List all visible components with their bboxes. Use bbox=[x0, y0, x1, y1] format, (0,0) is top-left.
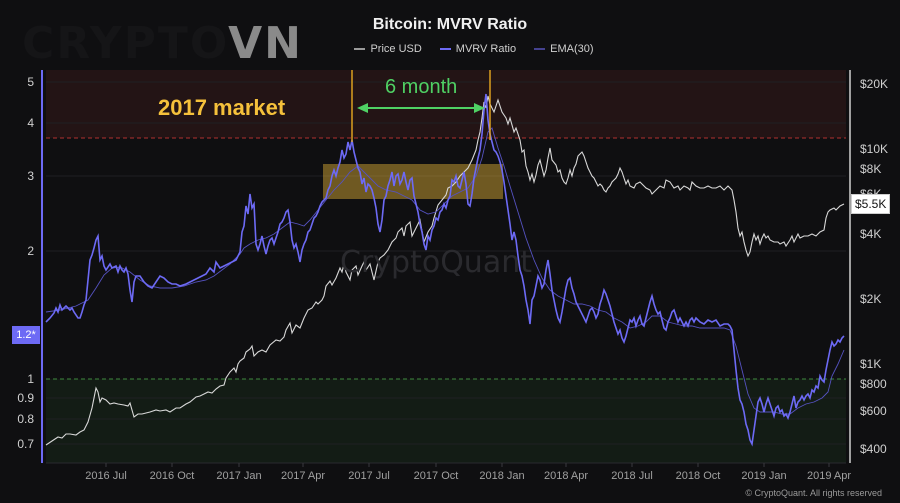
brand-watermark: CRYPTOVN bbox=[22, 18, 303, 69]
x-tick-label: 2019 Apr bbox=[806, 470, 852, 482]
y-right-tick: $2K bbox=[860, 292, 882, 306]
y-right-tick: $400 bbox=[860, 442, 887, 456]
x-tick-label: 2016 Jul bbox=[85, 470, 127, 482]
six-month-arrow-icon bbox=[357, 103, 485, 113]
copyright-notice: © CryptoQuant. All rights reserved bbox=[745, 488, 882, 498]
legend-label: MVRV Ratio bbox=[455, 43, 517, 55]
grid-lines bbox=[46, 81, 846, 445]
legend-item-ema[interactable]: EMA(30) bbox=[534, 43, 594, 55]
y-right-tick: $4K bbox=[860, 227, 882, 241]
x-tick-label: 2017 Jan bbox=[216, 470, 262, 482]
y-right-tick: $800 bbox=[860, 377, 887, 391]
x-tick-label: 2018 Apr bbox=[543, 470, 589, 482]
y-left-tick: 0.7 bbox=[17, 437, 34, 451]
y-left-tick: 2 bbox=[27, 244, 34, 258]
y-right-tick: $600 bbox=[860, 404, 887, 418]
x-tick-label: 2017 Oct bbox=[413, 470, 459, 482]
x-ticks bbox=[105, 463, 830, 467]
y-left-tick: 3 bbox=[27, 169, 34, 183]
overvalued-zone bbox=[46, 70, 846, 138]
y-left-tick: 4 bbox=[27, 116, 34, 130]
x-tick-label: 2019 Jan bbox=[741, 470, 787, 482]
x-tick-label: 2016 Oct bbox=[149, 470, 195, 482]
x-tick-label: 2018 Jan bbox=[479, 470, 525, 482]
y-left-tick: 0.9 bbox=[17, 391, 34, 405]
mvrv-swatch-icon bbox=[439, 48, 451, 50]
x-tick-label: 2018 Jul bbox=[611, 470, 653, 482]
y-left-tick: 1 bbox=[27, 372, 34, 386]
ema-line bbox=[45, 127, 845, 415]
y-right-tick: $20K bbox=[860, 77, 889, 91]
legend-item-mvrv[interactable]: MVRV Ratio bbox=[439, 43, 517, 55]
annotation-2017-market: 2017 market bbox=[158, 95, 286, 120]
y-right-tick: $10K bbox=[860, 142, 889, 156]
legend-label: EMA(30) bbox=[550, 43, 594, 55]
undervalued-zone bbox=[46, 379, 846, 463]
brand-dim-text: CRYPTO bbox=[22, 18, 229, 69]
y-right-tick: $8K bbox=[860, 162, 882, 176]
price-swatch-icon bbox=[354, 48, 366, 50]
y-left-tick: 0.8 bbox=[17, 412, 34, 426]
brand-bright-text: VN bbox=[228, 18, 304, 69]
chart-legend: Price USD MVRV Ratio EMA(30) bbox=[0, 43, 900, 55]
y-right-tick: $1K bbox=[860, 357, 882, 371]
legend-item-price[interactable]: Price USD bbox=[354, 43, 422, 55]
x-tick-label: 2017 Apr bbox=[280, 470, 326, 482]
y-left-tick: 5 bbox=[27, 75, 34, 89]
legend-label: Price USD bbox=[370, 43, 422, 55]
chart-title: Bitcoin: MVRV Ratio bbox=[372, 16, 528, 33]
x-tick-label: 2018 Oct bbox=[675, 470, 721, 482]
price-line bbox=[45, 95, 845, 446]
cryptoquant-watermark: CryptoQuant bbox=[340, 245, 532, 280]
mvrv-current-badge: 1.2* bbox=[12, 326, 40, 344]
price-current-badge: $5.5K bbox=[851, 194, 891, 214]
ema-swatch-icon bbox=[534, 48, 546, 50]
mvrv-line bbox=[45, 93, 845, 447]
x-tick-label: 2017 Jul bbox=[348, 470, 390, 482]
annotation-6-month: 6 month bbox=[385, 76, 458, 98]
